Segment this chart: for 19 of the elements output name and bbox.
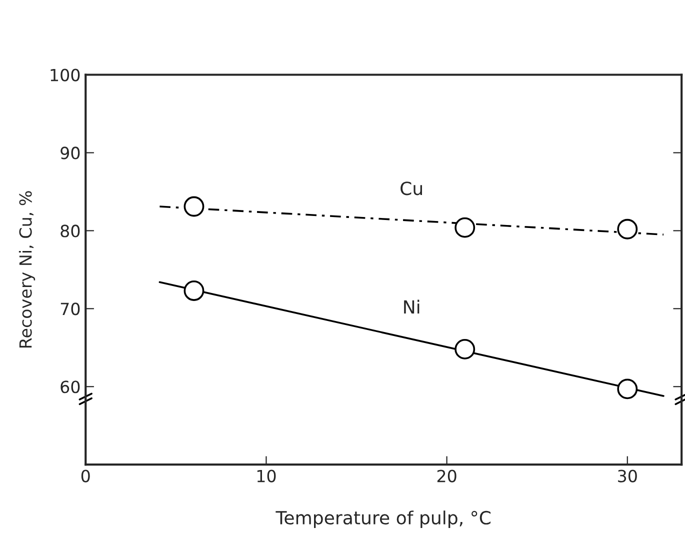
y-tick-label: 80: [60, 224, 80, 238]
y-tick-label: 70: [60, 302, 80, 316]
y-axis-title: Recovery Ni, Cu, %: [18, 191, 36, 348]
x-tick-label: 0: [81, 470, 90, 482]
point: [454, 217, 476, 238]
series-label: Ni: [404, 300, 420, 314]
point: [454, 338, 476, 360]
x-axis-title: Temperature of pulp, °C: [276, 510, 490, 528]
point: [184, 280, 204, 301]
x-tick-label: 30: [618, 470, 637, 482]
x-tick-label: 20: [437, 470, 456, 482]
y-tick-label: 100: [50, 68, 80, 82]
y-tick-label: 90: [60, 146, 80, 160]
point: [617, 378, 638, 400]
x-tick-label: 10: [257, 470, 276, 482]
point: [617, 218, 638, 240]
series-label: Cu: [400, 182, 422, 196]
y-tick-label: 60: [60, 380, 80, 394]
point: [184, 196, 204, 217]
